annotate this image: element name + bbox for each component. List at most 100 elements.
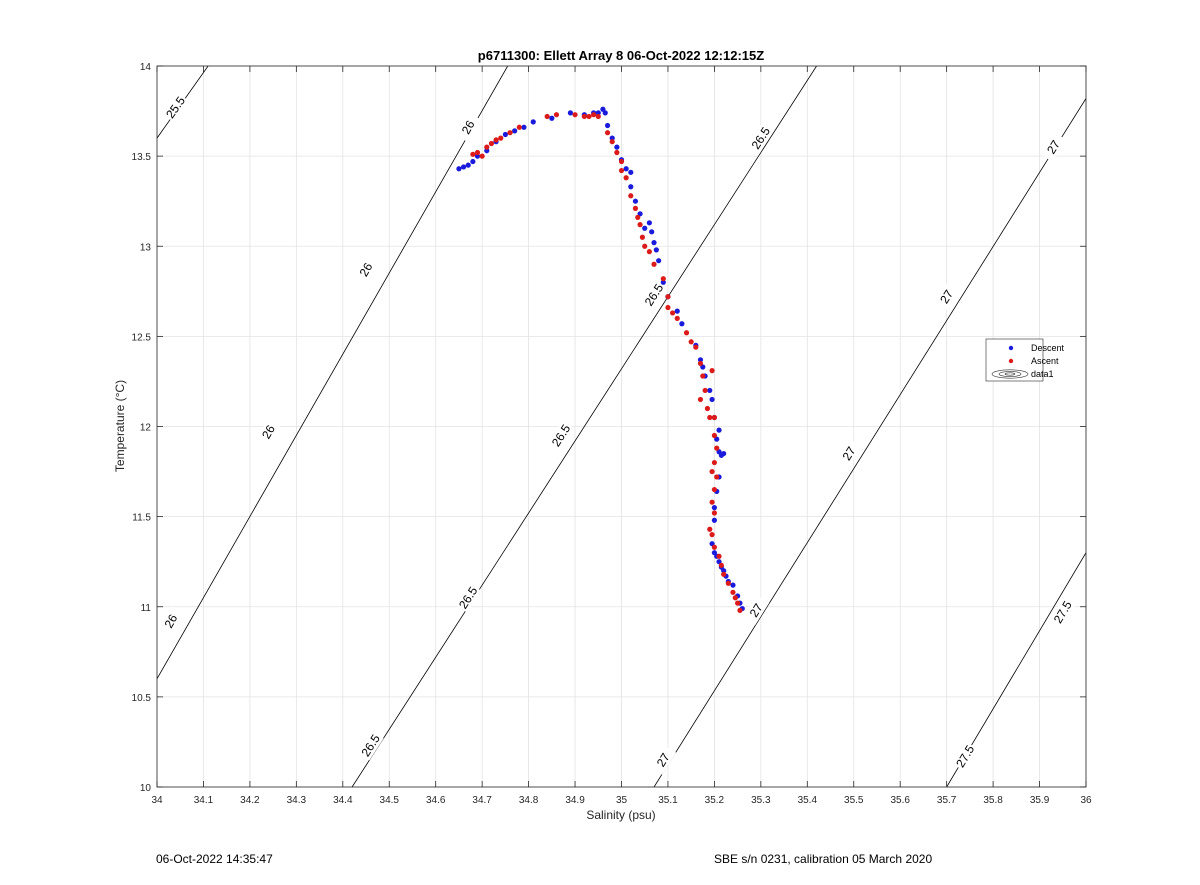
descent-point — [646, 220, 652, 226]
footer-timestamp: 06-Oct-2022 14:35:47 — [156, 852, 273, 866]
density-contour-line — [351, 66, 817, 787]
ascent-point — [711, 459, 718, 466]
x-tick-label: 34.5 — [380, 795, 400, 806]
ascent-point — [470, 151, 476, 157]
x-tick-label: 34.8 — [519, 795, 539, 806]
ascent-point — [735, 600, 741, 606]
ascent-point — [711, 486, 718, 493]
descent-point — [595, 110, 601, 116]
descent-point — [711, 517, 718, 523]
y-tick-label: 11 — [141, 603, 152, 614]
ascent-point — [646, 249, 652, 255]
ascent-point — [709, 499, 715, 505]
ascent-point — [683, 330, 690, 336]
descent-point — [730, 582, 736, 588]
x-tick-label: 34.9 — [565, 795, 585, 806]
x-tick-label: 35.8 — [983, 795, 1003, 806]
ascent-point — [716, 553, 722, 559]
descent-point — [465, 162, 471, 168]
x-tick-label: 34.4 — [333, 795, 353, 806]
density-contour-label-bg — [952, 741, 978, 772]
ascent-point — [697, 396, 704, 403]
y-tick-label: 13.5 — [132, 152, 152, 163]
ascent-point — [702, 387, 708, 394]
y-tick-label: 11.5 — [132, 513, 151, 524]
descent-point — [623, 166, 629, 172]
legend-marker-contour-icon — [991, 369, 1029, 379]
ascent-point — [718, 562, 724, 568]
descent-point — [614, 144, 620, 150]
y-tick-label: 14 — [140, 62, 152, 73]
density-contour-label: 26 — [459, 118, 478, 137]
ascent-point — [737, 607, 743, 613]
x-axis-ticks: 34 34.1 34.2 34.3 34.4 34.5 34.6 34.7 34.8 34.9 35… — [151, 66, 1092, 806]
y-tick-label: 12 — [140, 423, 152, 434]
legend: Descent Ascent data1 — [985, 338, 1065, 382]
x-tick-label: 35.3 — [751, 795, 771, 806]
ascent-point — [581, 113, 587, 120]
x-tick-label: 35.7 — [937, 795, 957, 806]
x-tick-label: 35 — [616, 795, 628, 806]
ascent-point — [709, 368, 715, 374]
descent-point — [709, 396, 715, 403]
ascent-point — [614, 149, 620, 156]
descent-point — [470, 158, 476, 165]
density-contour-label-bg — [255, 417, 282, 447]
ascent-point — [725, 580, 731, 586]
ascent-point — [711, 414, 718, 421]
ascent-point — [674, 315, 680, 321]
legend-label-data1: data1 — [1031, 369, 1054, 379]
ascent-point — [665, 304, 671, 311]
descent-point — [456, 166, 462, 172]
ascent-point — [604, 130, 611, 136]
ascent-point — [721, 571, 727, 577]
ascent-point — [507, 130, 513, 136]
ascent-point — [516, 124, 522, 130]
ascent-point — [665, 294, 671, 300]
descent-point — [567, 110, 574, 116]
ascent-point — [709, 468, 715, 475]
density-contour-label: 26 — [162, 612, 181, 631]
ascent-point — [595, 113, 601, 120]
descent-point — [642, 225, 648, 231]
ascent-point — [553, 112, 560, 118]
descent-point — [656, 258, 662, 264]
chart-title: p6711300: Ellett Array 8 06-Oct-2022 12:… — [478, 48, 764, 63]
ascent-point — [618, 158, 625, 165]
descent-point — [721, 450, 727, 457]
ascent-point — [609, 139, 615, 145]
descent-point — [549, 115, 555, 121]
x-tick-label: 34.6 — [426, 795, 446, 806]
density-contour-label-bg — [357, 730, 384, 761]
ascent-point — [479, 153, 485, 159]
density-contour-label: 26 — [259, 422, 278, 441]
ascent-point — [544, 113, 550, 120]
descent-point — [502, 131, 508, 138]
descent-point — [660, 279, 666, 285]
density-contour-label: 26 — [357, 260, 376, 279]
legend-marker-ascent — [1008, 358, 1014, 364]
ascent-point — [623, 175, 629, 181]
x-axis-label: Salinity (psu) — [586, 808, 655, 822]
ascent-point — [618, 167, 625, 174]
density-contour-line — [157, 66, 509, 680]
density-contour-label-bg — [1050, 597, 1076, 627]
ascent-point — [709, 532, 715, 538]
ascent-point — [730, 589, 736, 595]
density-contour-label-bg — [455, 112, 481, 143]
descent-point — [653, 247, 659, 253]
descent-point — [697, 357, 704, 363]
ascent-point — [488, 140, 495, 147]
density-contour-label-bg — [455, 583, 482, 613]
ascent-point — [688, 339, 694, 345]
ascent-point — [635, 214, 641, 221]
y-tick-label: 10 — [140, 783, 152, 794]
descent-point — [628, 169, 634, 175]
density-contour-label-bg — [747, 123, 774, 153]
data-points — [456, 106, 745, 613]
x-tick-label: 36 — [1080, 795, 1092, 806]
footer-calibration: SBE s/n 0231, calibration 05 March 2020 — [714, 852, 933, 866]
ascent-point — [642, 243, 648, 249]
ascent-point — [711, 510, 718, 516]
